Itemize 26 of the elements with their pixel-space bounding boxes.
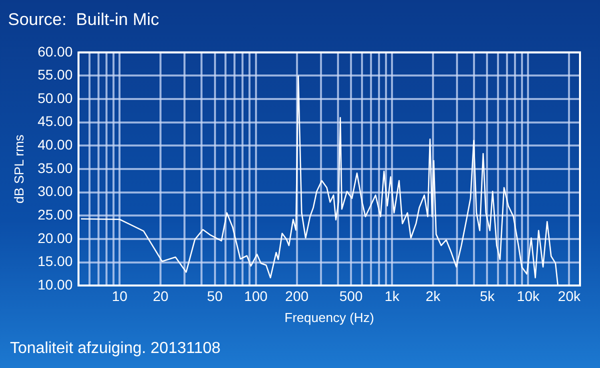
x-tick-label: 10: [112, 288, 128, 304]
x-tick-label: 100: [244, 288, 268, 304]
y-tick-label: 45.00: [38, 113, 73, 130]
chart-title: Source: Built-in Mic: [8, 10, 160, 29]
y-tick-label: 40.00: [38, 136, 73, 153]
y-tick-label: 50.00: [38, 90, 73, 106]
x-tick-label: 50: [207, 288, 223, 304]
x-tick-label: 5k: [480, 288, 496, 304]
y-tick-label: 15.00: [38, 253, 73, 270]
y-tick-label: 30.00: [38, 183, 73, 200]
y-tick-label: 10.00: [38, 276, 73, 292]
y-tick-label: 60.00: [38, 43, 73, 60]
x-tick-label: 2k: [426, 288, 442, 304]
text: Tonaliteit afzuiging. 20131108: [10, 340, 221, 358]
x-axis-title: Frequency (Hz): [284, 310, 374, 325]
y-axis-title: dB SPL rms: [11, 134, 26, 204]
x-tick-label: 200: [285, 288, 309, 304]
x-tick-label: 1k: [384, 288, 400, 304]
x-tick-label: 20: [152, 288, 169, 304]
y-tick-label: 35.00: [38, 160, 73, 176]
x-tick-label: 500: [339, 288, 363, 304]
y-tick-label: 20.00: [38, 230, 73, 246]
x-tick-label: 10k: [516, 288, 540, 304]
y-tick-label: 25.00: [38, 206, 73, 222]
x-tick-label: 20k: [558, 288, 582, 304]
y-tick-label: 55.00: [38, 66, 73, 83]
